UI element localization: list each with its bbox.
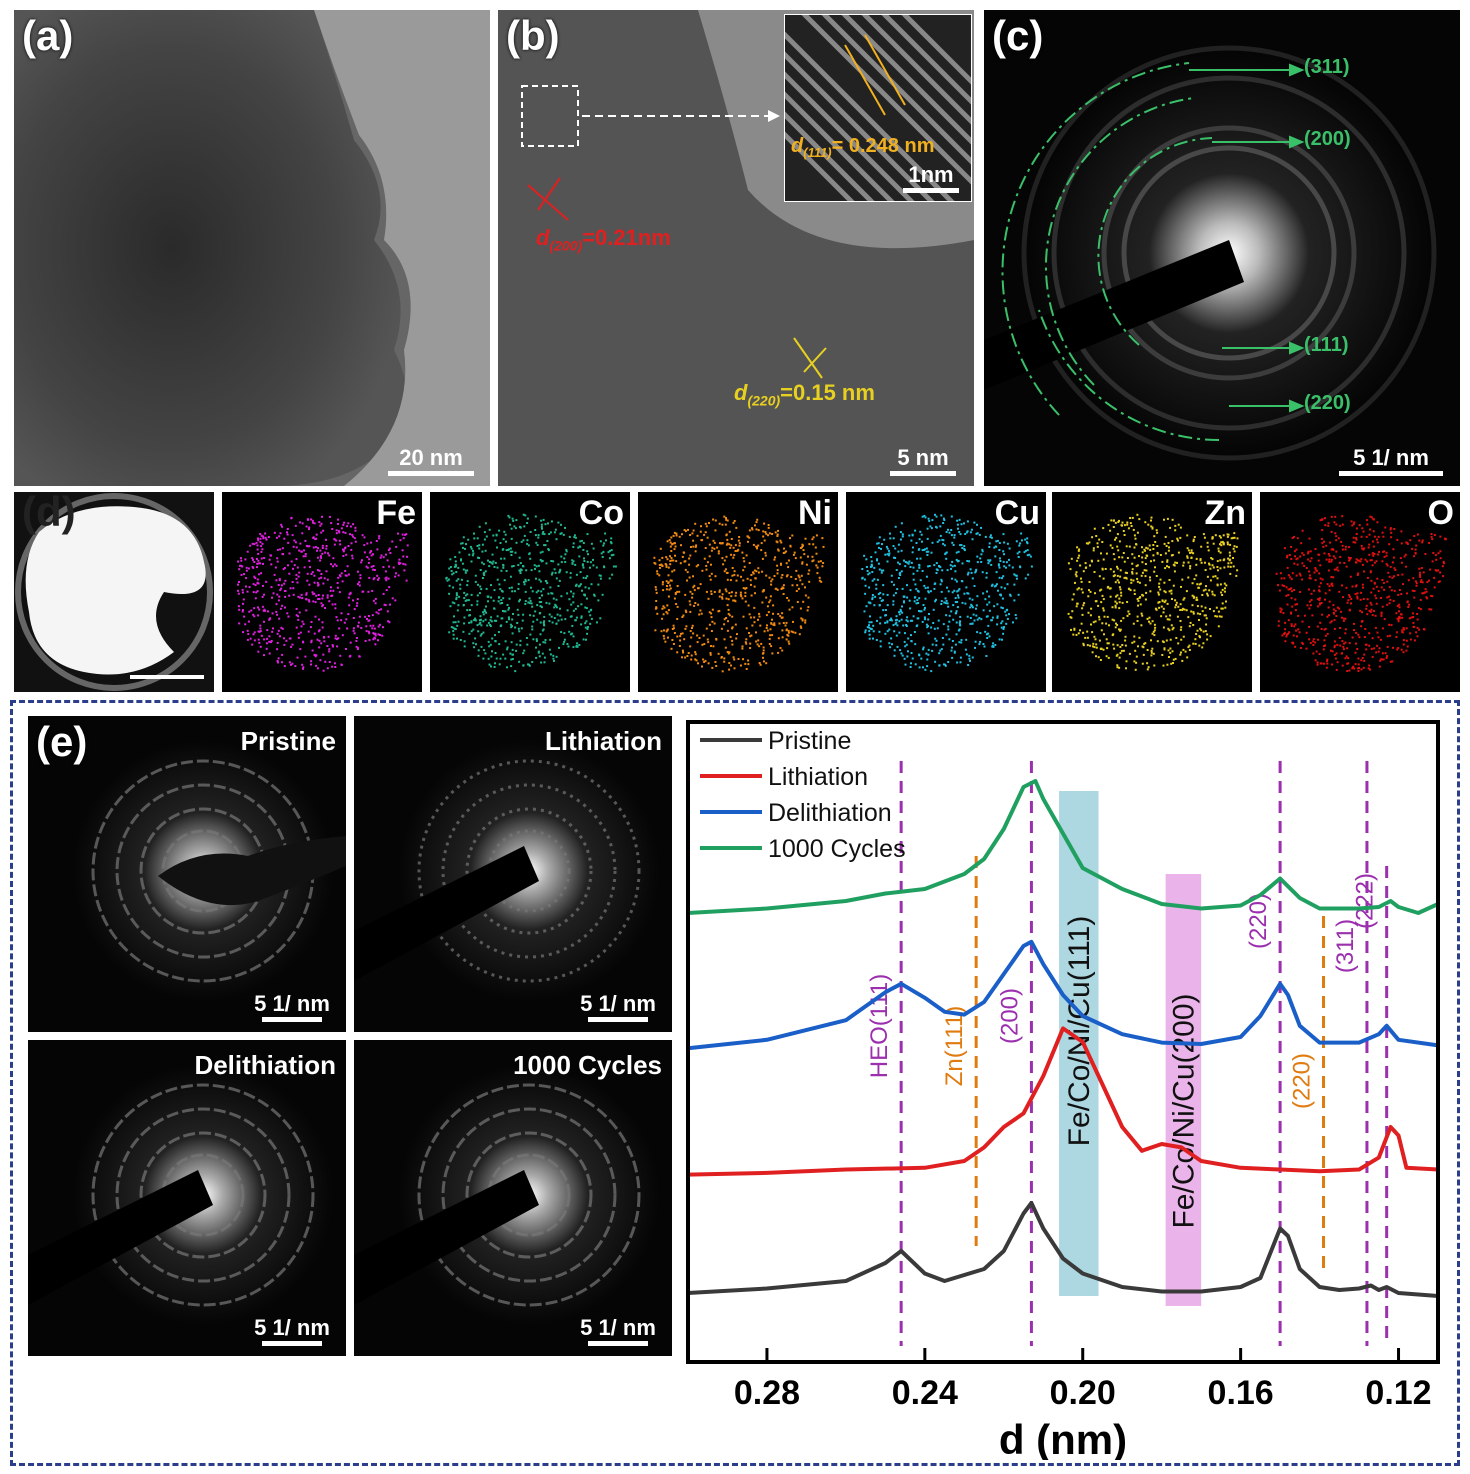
saed-pattern xyxy=(28,1065,333,1325)
reference-label: Zn(111) xyxy=(941,1006,968,1086)
element-label: Cu xyxy=(994,494,1040,532)
x-tick-label: 0.28 xyxy=(734,1374,800,1412)
ring-label-200: (200) xyxy=(1304,128,1351,150)
eds-map-cu: Cu xyxy=(846,492,1046,692)
scale-bar-label: 20 nm xyxy=(399,445,463,470)
eds-map-co: Co xyxy=(430,492,630,692)
scale-bar-label: 5 1/ nm xyxy=(580,1315,656,1340)
panel-a-tem-image: (a) 20 nm xyxy=(14,10,490,486)
saed-1000-cycles: 1000 Cycles 5 1/ nm xyxy=(354,1040,672,1356)
eds-map-o: O xyxy=(1260,492,1460,692)
scale-bar: 20 nm xyxy=(386,445,476,476)
legend-entry: Lithiation xyxy=(768,763,868,791)
panel-label: (d) xyxy=(22,492,76,535)
reference-label: (222) xyxy=(1352,873,1379,929)
element-label: Zn xyxy=(1204,494,1246,532)
d200-annotation: d(200)=0.21nm xyxy=(536,225,671,254)
reference-label: (200) xyxy=(996,988,1023,1044)
x-tick-label: 0.12 xyxy=(1365,1374,1431,1412)
d220-annotation: d(220)=0.15 nm xyxy=(734,380,875,409)
panel-e-label: (e) xyxy=(36,718,88,765)
series-line-lithiation xyxy=(687,1026,1439,1177)
x-tick-label: 0.20 xyxy=(1050,1374,1116,1412)
saed-title: Lithiation xyxy=(545,726,662,756)
x-axis-label: d (nm) xyxy=(999,1416,1127,1460)
eds-map-zn: Zn xyxy=(1052,492,1252,692)
scale-bar: 5 1/ nm xyxy=(1336,445,1446,476)
saed-rings xyxy=(984,45,1437,461)
panel-d-haadf: (d) xyxy=(14,492,214,692)
element-label: O xyxy=(1427,494,1454,532)
scale-bar: 5 1/ nm xyxy=(244,991,340,1022)
reference-label: (311) xyxy=(1332,919,1359,973)
scale-bar-label: 5 nm xyxy=(897,445,949,470)
eds-dots xyxy=(653,515,825,673)
saed-lithiation: Lithiation 5 1/ nm xyxy=(354,716,672,1032)
scale-bar-label: 5 1/ nm xyxy=(254,991,330,1016)
xrd-like-chart: Fe/Co/Ni/Cu(111) Fe/Co/Ni/Cu(200) HEO(111)… xyxy=(680,716,1450,1460)
eds-dots xyxy=(445,513,617,673)
scale-bar: 5 1/ nm xyxy=(570,1315,666,1346)
highlight-band xyxy=(1165,874,1202,1306)
plot-frame xyxy=(686,720,1440,1364)
scale-bar: 5 1/ nm xyxy=(244,1315,340,1346)
eds-dots xyxy=(237,515,409,672)
reference-label: (220) xyxy=(1289,1053,1316,1109)
lattice-inset: d(111)= 0.248 nm 1nm xyxy=(784,14,972,202)
scale-bar: 5 nm xyxy=(888,445,958,476)
legend-entry: 1000 Cycles xyxy=(768,835,906,863)
ring-label-111: (111) xyxy=(1304,334,1349,356)
chart-svg: Fe/Co/Ni/Cu(111) Fe/Co/Ni/Cu(200)HEO(111)… xyxy=(686,720,1440,1460)
haadf-particle xyxy=(15,493,213,691)
eds-dots xyxy=(1067,513,1239,671)
inset-scale-bar: 1nm xyxy=(901,162,961,193)
tem-particle-image xyxy=(14,10,490,486)
scale-bar-label: 5 1/ nm xyxy=(580,991,656,1016)
inset-scale-label: 1nm xyxy=(908,162,954,187)
element-label: Fe xyxy=(376,494,416,532)
eds-map-fe: Fe xyxy=(222,492,422,692)
series-line-delithiation xyxy=(687,939,1439,1051)
scale-bar-label: 5 1/ nm xyxy=(254,1315,330,1340)
panel-b-hrtem-image: d(111)= 0.248 nm 1nm d(200)=0.21nm d(220… xyxy=(498,10,974,486)
eds-dots xyxy=(861,513,1033,673)
series-line-1000-cycles xyxy=(687,779,1439,915)
legend-entry: Delithiation xyxy=(768,799,892,827)
eds-map-ni: Ni xyxy=(638,492,838,692)
eds-dots xyxy=(1275,515,1447,672)
band-label: Fe/Co/Ni/Cu(200) xyxy=(1167,993,1200,1228)
saed-pattern xyxy=(73,741,346,1001)
saed-title: Delithiation xyxy=(194,1050,336,1080)
saed-pattern xyxy=(354,741,659,1001)
ring-label-220: (220) xyxy=(1304,392,1351,414)
panel-c-saed-pattern: (311) (200) (111) (220) (c) 5 1/ nm xyxy=(984,10,1460,486)
saed-pattern xyxy=(354,1065,659,1325)
saed-title: Pristine xyxy=(240,726,336,756)
saed-pristine: Pristine 5 1/ nm xyxy=(28,716,346,1032)
scale-bar: 5 1/ nm xyxy=(570,991,666,1022)
element-label: Co xyxy=(578,494,624,532)
panel-e-frame xyxy=(10,700,1460,1466)
panel-label: (c) xyxy=(992,12,1044,59)
ring-label-311: (311) xyxy=(1304,56,1350,78)
lattice-fringes xyxy=(785,15,971,201)
d111-annotation: d(111)= 0.248 nm xyxy=(791,135,935,160)
panel-label: (b) xyxy=(506,12,560,59)
panel-label: (a) xyxy=(22,12,74,59)
x-tick-label: 0.16 xyxy=(1208,1374,1274,1412)
scale-bar-label: 5 1/ nm xyxy=(1353,445,1429,470)
saed-delithiation: Delithiation 5 1/ nm xyxy=(28,1040,346,1356)
series-line-pristine xyxy=(687,1201,1439,1298)
legend-entry: Pristine xyxy=(768,727,851,755)
element-label: Ni xyxy=(798,494,832,532)
x-tick-label: 0.24 xyxy=(892,1374,958,1412)
saed-title: 1000 Cycles xyxy=(513,1050,662,1080)
